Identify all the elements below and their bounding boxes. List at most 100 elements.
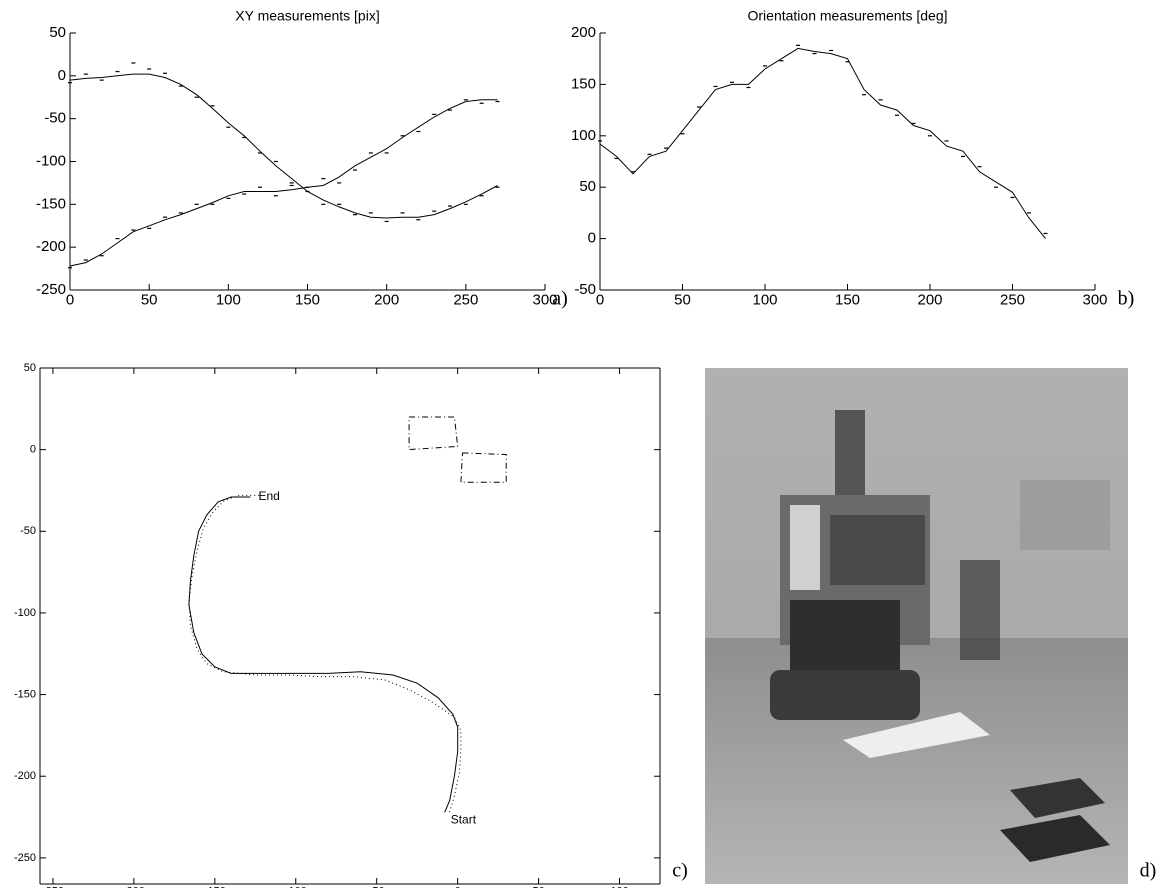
series-line <box>188 496 459 813</box>
measurement <box>746 86 751 89</box>
measurement <box>994 186 998 188</box>
measurement <box>242 136 247 139</box>
x-tick-label: 300 <box>532 291 557 308</box>
measurement <box>944 140 949 142</box>
measurement <box>400 135 405 137</box>
measurement <box>895 114 899 116</box>
measurement <box>337 203 342 205</box>
measurement <box>194 96 199 98</box>
measurement <box>713 85 718 88</box>
measurement <box>273 195 278 197</box>
measurement <box>432 113 437 115</box>
panel-label: a) <box>552 288 568 310</box>
y-tick-label: 0 <box>58 67 66 84</box>
measurement <box>258 186 262 188</box>
measurement <box>697 106 701 108</box>
y-tick-label: -200 <box>14 770 36 782</box>
measurement <box>911 122 916 125</box>
measurement <box>479 195 484 197</box>
measurement <box>763 65 767 67</box>
series-line <box>188 494 462 813</box>
y-tick-label: -250 <box>14 852 36 864</box>
measurement <box>368 212 373 214</box>
measurement <box>337 182 342 184</box>
measurement <box>432 210 437 212</box>
series-line <box>69 99 498 267</box>
measurement <box>448 205 452 207</box>
series-line <box>69 73 498 219</box>
measurement <box>463 203 468 205</box>
y-tick-label: -250 <box>36 281 66 298</box>
measurement <box>463 99 468 101</box>
measurement <box>384 152 389 154</box>
photo <box>705 368 1128 884</box>
y-tick-label: 50 <box>24 362 36 374</box>
measurement <box>210 203 215 205</box>
measurement <box>368 152 373 154</box>
panel-label: c) <box>672 860 688 882</box>
measurement <box>131 229 136 231</box>
x-tick-label: 50 <box>141 291 158 308</box>
measurement <box>289 184 294 187</box>
measurement <box>928 135 932 137</box>
x-tick-label: 250 <box>1000 291 1025 308</box>
chart-title: Orientation measurements [deg] <box>748 8 948 24</box>
measurement <box>99 255 104 257</box>
series-line <box>408 416 459 451</box>
measurement <box>812 52 817 55</box>
x-tick-label: 300 <box>1082 291 1107 308</box>
measurement <box>631 171 635 173</box>
x-tick-label: 100 <box>752 291 777 308</box>
measurement <box>353 169 357 171</box>
x-tick-label: 100 <box>216 291 241 308</box>
y-tick-label: -50 <box>44 110 66 127</box>
y-tick-label: 50 <box>49 24 66 41</box>
measurement <box>779 60 784 62</box>
y-tick-label: -150 <box>14 688 36 700</box>
y-tick-label: 150 <box>571 75 596 92</box>
y-tick-label: 200 <box>571 24 596 41</box>
x-tick-label: 200 <box>917 291 942 308</box>
measurement <box>163 216 167 218</box>
x-tick-label: 0 <box>596 291 604 308</box>
measurement <box>680 133 685 135</box>
x-tick-label: 50 <box>674 291 691 308</box>
measurement <box>83 259 88 261</box>
measurement <box>305 186 310 188</box>
series-line <box>460 452 507 483</box>
measurement <box>289 182 294 184</box>
measurement <box>210 105 215 107</box>
measurement <box>416 219 421 221</box>
measurement <box>614 157 619 160</box>
y-tick-label: -200 <box>36 238 66 255</box>
measurement <box>862 94 866 96</box>
measurement <box>273 160 278 163</box>
measurement <box>68 82 72 84</box>
measurement <box>1043 232 1048 235</box>
measurement <box>1010 196 1015 199</box>
x-tick-label: 150 <box>835 291 860 308</box>
chart-title: XY measurements [pix] <box>235 8 379 24</box>
measurement <box>131 62 136 64</box>
measurement <box>730 81 734 83</box>
y-tick-label: 50 <box>579 178 596 195</box>
measurement <box>495 186 500 188</box>
measurement <box>178 85 183 87</box>
measurement <box>163 72 167 74</box>
y-tick-label: -100 <box>14 607 36 619</box>
measurement <box>961 155 965 157</box>
measurement <box>353 214 357 216</box>
annotation: Start <box>451 812 477 826</box>
x-tick-label: 250 <box>453 291 478 308</box>
measurement <box>321 178 326 180</box>
measurement <box>258 152 262 154</box>
measurement <box>647 153 652 155</box>
measurement <box>99 79 104 81</box>
measurement <box>147 227 152 229</box>
measurement <box>384 220 389 223</box>
measurement <box>305 190 310 193</box>
measurement <box>226 126 231 128</box>
measurement <box>83 73 88 75</box>
measurement <box>479 102 484 104</box>
